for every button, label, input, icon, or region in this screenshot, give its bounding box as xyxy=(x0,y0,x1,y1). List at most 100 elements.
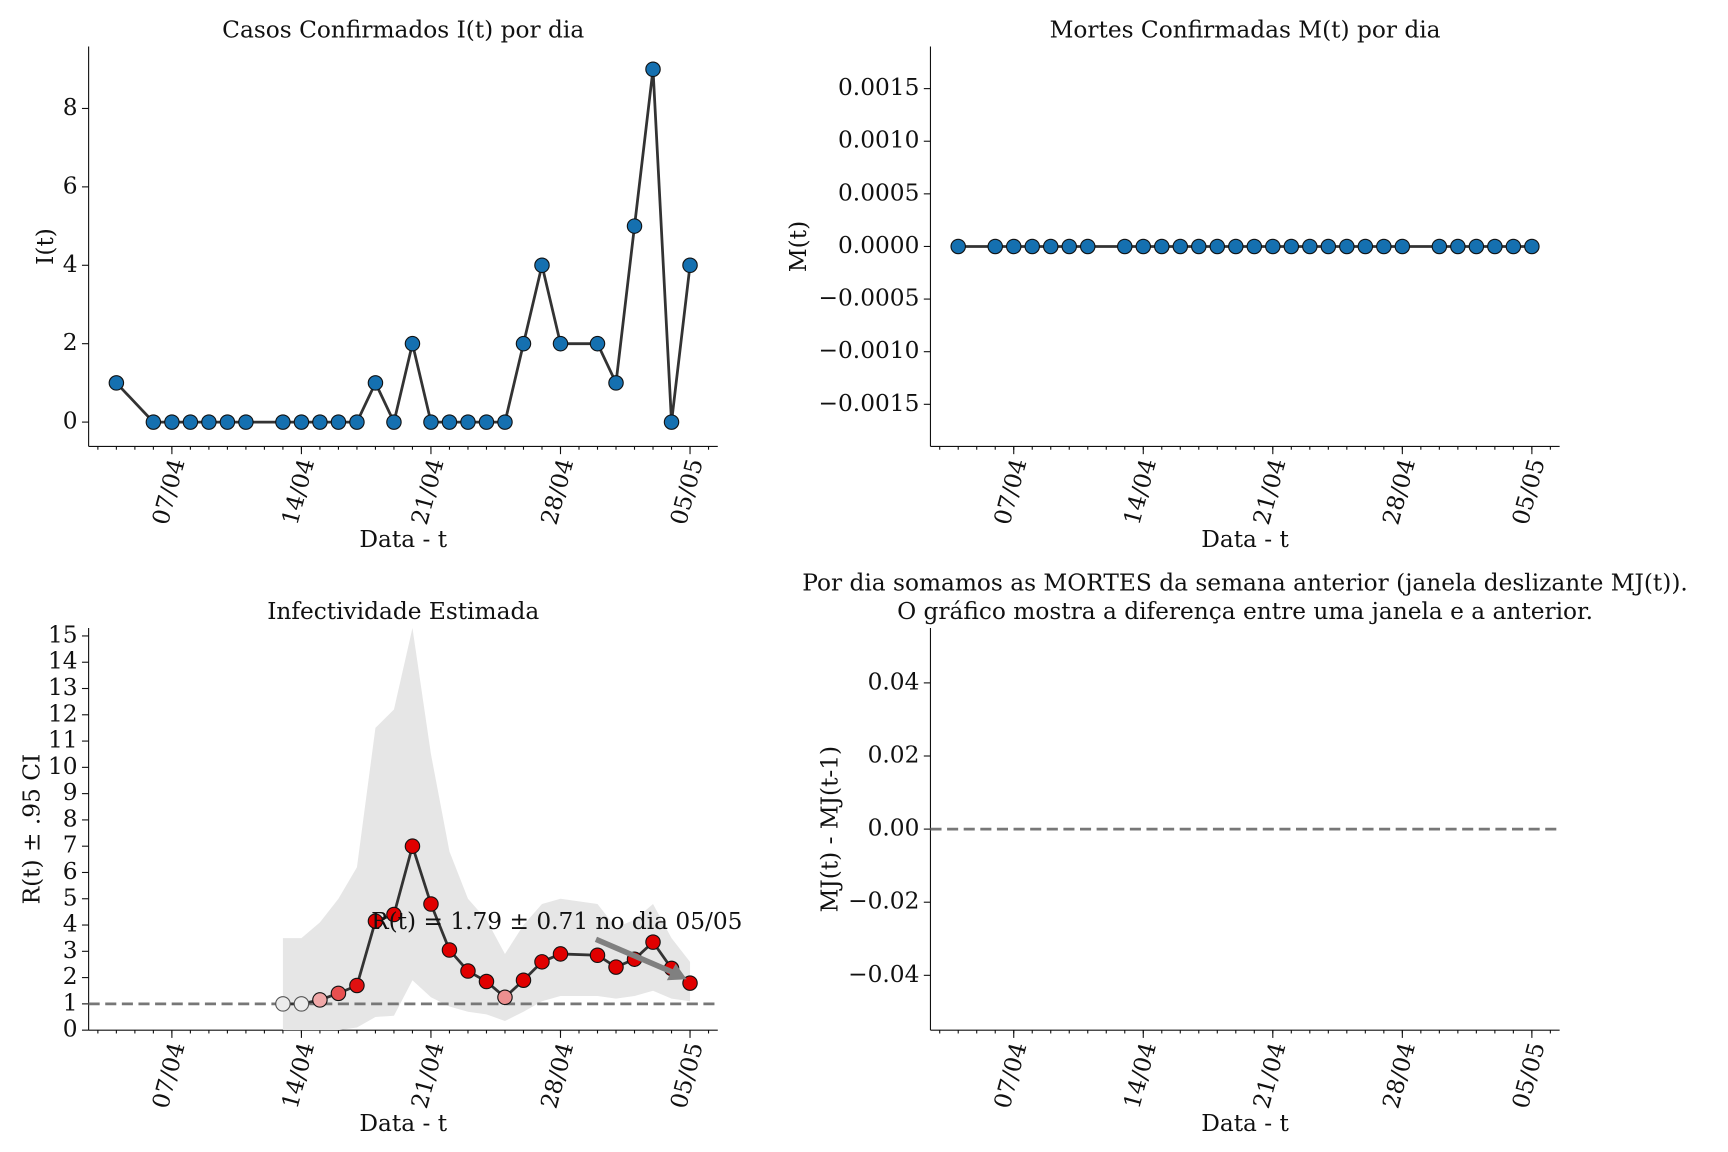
y-tick-label: −0.02 xyxy=(848,888,919,915)
data-point xyxy=(386,906,402,923)
data-point xyxy=(1191,238,1207,255)
x-tick-label: 05/05 xyxy=(1507,456,1550,528)
y-tick-label: 15 xyxy=(48,621,78,648)
data-point xyxy=(1265,238,1281,255)
x-tick-label: 14/04 xyxy=(1119,456,1162,528)
x-tick-label: 21/04 xyxy=(406,456,449,528)
x-axis-label: Data - t xyxy=(359,1110,447,1137)
y-tick-label: 14 xyxy=(48,648,78,675)
chart-title: O gráfico mostra a diferença entre uma j… xyxy=(897,598,1593,625)
x-tick-label: 14/04 xyxy=(1119,1040,1162,1112)
y-tick-label: 8 xyxy=(63,94,78,121)
data-point xyxy=(534,257,550,274)
data-point xyxy=(1228,238,1244,255)
data-point xyxy=(293,414,310,430)
y-tick-label: 1 xyxy=(63,989,78,1016)
data-point xyxy=(367,375,384,391)
data-point xyxy=(1376,238,1392,255)
y-tick-label: 0.0015 xyxy=(838,74,919,101)
data-point xyxy=(1061,238,1078,255)
chart-title: Mortes Confirmadas M(t) por dia xyxy=(1050,17,1441,44)
data-point xyxy=(552,946,569,962)
data-point xyxy=(1024,238,1040,255)
x-tick-label: 28/04 xyxy=(1378,456,1421,528)
data-point xyxy=(1450,238,1466,255)
x-tick-label: 28/04 xyxy=(1378,1040,1421,1112)
x-tick-label: 07/04 xyxy=(147,456,190,528)
data-point xyxy=(441,942,458,958)
data-point xyxy=(404,838,421,854)
y-tick-label: −0.0010 xyxy=(819,337,920,364)
data-point xyxy=(950,238,966,255)
data-point xyxy=(423,414,439,430)
annotation: R(t) = 1.79 ± 0.71 no dia 05/05 xyxy=(371,908,742,935)
data-point xyxy=(1042,238,1059,255)
data-point xyxy=(515,335,532,352)
data-point xyxy=(608,959,624,975)
data-point xyxy=(552,335,569,352)
data-point xyxy=(293,996,310,1012)
y-tick-label: 2 xyxy=(63,329,78,356)
y-tick-label: 3 xyxy=(63,937,78,964)
data-point xyxy=(497,989,513,1006)
data-point xyxy=(367,913,384,929)
data-point xyxy=(423,896,439,912)
data-point xyxy=(515,972,532,988)
y-tick-label: 4 xyxy=(63,911,78,938)
x-tick-label: 05/05 xyxy=(665,1040,708,1112)
data-point xyxy=(1431,238,1448,255)
y-tick-label: −0.0005 xyxy=(819,285,920,312)
data-point xyxy=(1135,238,1152,255)
data-point xyxy=(478,973,495,990)
x-tick-label: 21/04 xyxy=(1248,456,1291,528)
data-point xyxy=(349,414,365,430)
y-tick-label: 7 xyxy=(63,832,78,859)
data-point xyxy=(386,414,402,430)
data-point xyxy=(608,375,624,391)
data-point xyxy=(478,414,495,430)
y-tick-label: 10 xyxy=(48,753,78,780)
chart-title: Por dia somamos as MORTES da semana ante… xyxy=(802,569,1688,596)
data-point xyxy=(330,985,347,1002)
data-point xyxy=(1005,238,1022,255)
y-axis-label: I(t) xyxy=(32,228,59,265)
chart-title: Infectividade Estimada xyxy=(267,598,539,625)
x-tick-label: 28/04 xyxy=(536,1040,579,1112)
data-point xyxy=(1468,238,1485,255)
y-tick-label: 11 xyxy=(48,727,78,754)
data-point xyxy=(1302,238,1318,255)
data-point xyxy=(349,977,365,994)
y-tick-label: −0.04 xyxy=(848,961,919,988)
x-axis-label: Data - t xyxy=(1201,1110,1289,1137)
x-tick-label: 21/04 xyxy=(406,1040,449,1112)
x-tick-label: 05/05 xyxy=(1507,1040,1550,1112)
data-point xyxy=(201,414,217,430)
data-point xyxy=(682,257,698,274)
data-point xyxy=(1283,238,1300,255)
data-point xyxy=(1209,238,1226,255)
y-tick-label: 5 xyxy=(63,884,78,911)
y-tick-label: 0.02 xyxy=(868,742,920,769)
data-point xyxy=(987,238,1003,255)
data-point xyxy=(1154,238,1170,255)
y-tick-label: 0.0000 xyxy=(838,232,919,259)
annotation-arrowhead xyxy=(666,963,687,981)
data-point xyxy=(275,414,291,430)
data-point xyxy=(1339,238,1355,255)
y-tick-label: 0.0010 xyxy=(838,127,919,154)
data-point xyxy=(1246,238,1263,255)
y-tick-label: 8 xyxy=(63,805,78,832)
x-axis-label: Data - t xyxy=(1201,526,1289,553)
y-tick-label: 4 xyxy=(63,251,78,278)
y-tick-label: 0 xyxy=(63,408,78,435)
data-point xyxy=(441,414,458,430)
y-tick-label: 0 xyxy=(63,1016,78,1043)
annotation-arrow xyxy=(594,936,675,976)
data-point xyxy=(275,996,291,1012)
y-tick-label: 0.0005 xyxy=(838,179,919,206)
data-point xyxy=(219,414,236,430)
y-tick-label: 12 xyxy=(48,700,78,727)
data-point xyxy=(145,414,162,430)
data-point xyxy=(645,934,661,950)
